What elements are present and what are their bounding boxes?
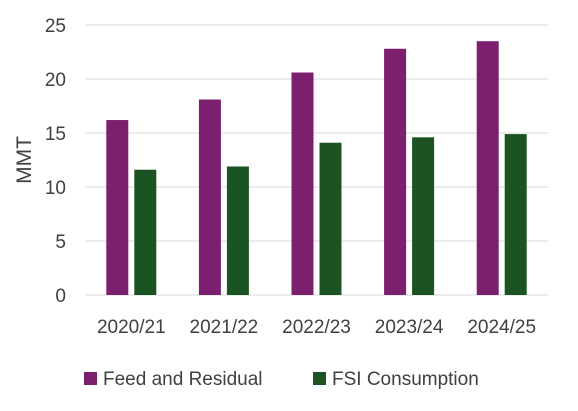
bar-feed-residual-2021-22 [198,99,221,296]
bars [106,41,527,296]
bar-fsi-consumption-2023-24 [412,137,435,295]
x-tick-label-2021-22: 2021/22 [190,317,259,338]
bar-feed-residual-2024-25 [476,41,499,296]
bar-feed-residual-2023-24 [384,48,407,296]
y-tick-label-20: 20 [45,70,66,91]
legend-label-fsi-consumption: FSI Consumption [332,369,479,390]
x-tick-labels: 2020/21 2021/22 2022/23 2023/24 2024/25 [97,317,536,338]
gridlines [85,24,548,296]
legend-label-feed-residual: Feed and Residual [103,369,263,390]
legend-swatch-feed-residual [84,372,97,385]
x-tick-label-2023-24: 2023/24 [375,317,444,338]
legend-swatch-fsi-consumption [313,372,326,385]
y-tick-label-10: 10 [45,178,66,199]
x-tick-label-2022-23: 2022/23 [282,317,351,338]
bar-fsi-consumption-2020-21 [134,169,157,295]
x-tick-label-2024-25: 2024/25 [467,317,536,338]
bar-fsi-consumption-2024-25 [504,134,527,295]
y-tick-label-25: 25 [45,16,66,37]
bar-feed-residual-2020-21 [106,120,129,295]
y-axis-label: MMT [13,136,36,184]
x-tick-label-2020-21: 2020/21 [97,317,166,338]
y-tick-label-0: 0 [55,286,66,307]
bar-feed-residual-2022-23 [291,72,314,296]
y-tick-label-5: 5 [55,232,66,253]
legend: Feed and Residual FSI Consumption [84,369,479,390]
bar-fsi-consumption-2021-22 [226,166,249,295]
y-tick-labels: 0 5 10 15 20 25 [45,16,66,307]
y-tick-label-15: 15 [45,124,66,145]
bar-fsi-consumption-2022-23 [319,142,342,295]
